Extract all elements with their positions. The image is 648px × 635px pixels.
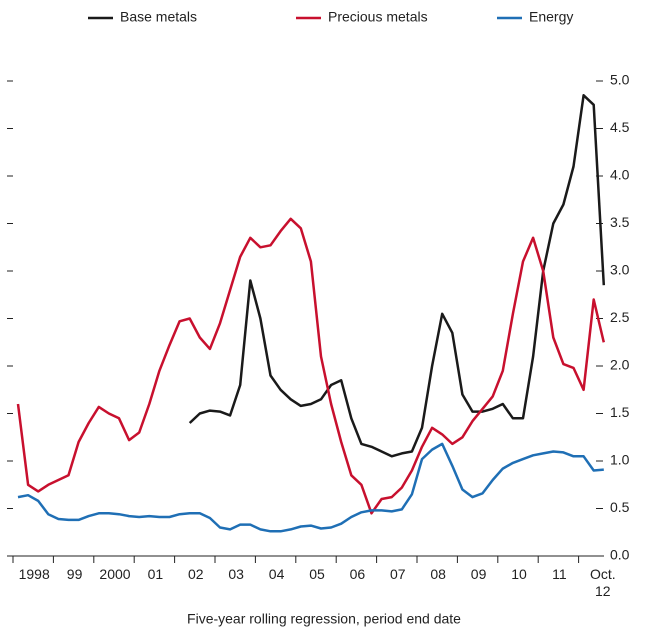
x-tick-label: 2000: [99, 566, 131, 582]
legend-label: Base metals: [120, 9, 197, 25]
y-tick-label: 3.0: [610, 262, 630, 278]
y-tick-label: 2.0: [610, 357, 630, 373]
x-tick-label: 02: [188, 566, 204, 582]
x-tick-label: 11: [552, 566, 567, 582]
y-tick-label: 0.0: [610, 547, 630, 563]
x-tick-label: 99: [66, 566, 83, 582]
x-tick-label: 08: [430, 566, 446, 582]
x-tick-label: 03: [228, 566, 244, 582]
y-tick-label: 1.5: [610, 404, 630, 420]
x-tick-label: 09: [470, 566, 487, 582]
y-tick-label: 1.0: [610, 452, 630, 468]
x-tick-label: 01: [147, 566, 164, 582]
y-tick-label: 3.5: [610, 214, 630, 230]
series-line: [16, 217, 606, 515]
y-tick-label: 4.0: [610, 167, 630, 183]
x-tick-label: Oct. 12: [589, 566, 616, 599]
y-tick-label: 4.5: [610, 119, 630, 135]
y-tick-label: 5.0: [610, 72, 630, 88]
x-tick-label: 05: [309, 566, 325, 582]
legend-label: Energy: [529, 9, 573, 25]
series-line: [17, 442, 604, 533]
x-tick-label: 04: [268, 566, 285, 582]
x-axis-label: Five-year rolling regression, period end…: [187, 611, 461, 627]
x-tick-label: 1998: [18, 566, 50, 582]
legend-label: Precious metals: [328, 9, 428, 25]
y-tick-label: 0.5: [610, 499, 630, 515]
y-tick-label: 2.5: [610, 309, 630, 325]
series-line: [188, 94, 606, 458]
x-tick-label: 10: [511, 566, 527, 582]
x-tick-label: 06: [349, 566, 366, 582]
x-tick-label: 07: [390, 566, 406, 582]
